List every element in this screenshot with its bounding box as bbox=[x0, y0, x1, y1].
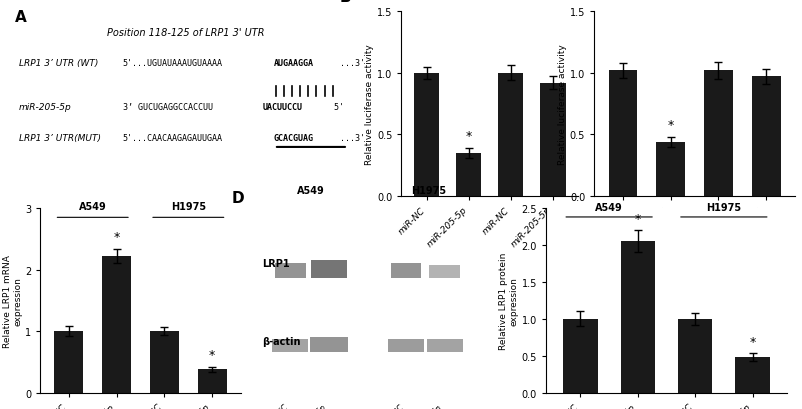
Bar bbox=[703, 71, 732, 196]
Text: A: A bbox=[15, 10, 27, 25]
Y-axis label: Relative luciferase activity: Relative luciferase activity bbox=[557, 44, 566, 164]
Bar bbox=[310, 260, 346, 279]
Bar bbox=[540, 83, 565, 196]
Text: H1975: H1975 bbox=[706, 202, 740, 212]
Bar bbox=[426, 339, 462, 352]
Text: anti-miR-NC: anti-miR-NC bbox=[251, 402, 290, 409]
Text: A549: A549 bbox=[594, 202, 622, 212]
Text: anti-miR-205-5p: anti-miR-205-5p bbox=[278, 402, 329, 409]
Text: D: D bbox=[231, 190, 244, 205]
Text: 5'...CAACAAGAGAUUGAA: 5'...CAACAAGAGAUUGAA bbox=[123, 134, 222, 143]
Y-axis label: Relative luciferase activity: Relative luciferase activity bbox=[365, 44, 374, 164]
Text: LRP1 3’ UTR(MUT): LRP1 3’ UTR(MUT) bbox=[19, 134, 101, 143]
Y-axis label: Relative LRP1 protein
expression: Relative LRP1 protein expression bbox=[499, 252, 518, 349]
Bar bbox=[620, 242, 654, 393]
Bar bbox=[150, 331, 179, 393]
Bar bbox=[390, 264, 421, 279]
Text: LRP1: LRP1 bbox=[261, 259, 290, 269]
Text: H1975: H1975 bbox=[171, 202, 205, 212]
Text: LRP1 3’ UTR (WT): LRP1 3’ UTR (WT) bbox=[19, 59, 99, 68]
Text: 3’ GUCUGAGGCCACCUU: 3’ GUCUGAGGCCACCUU bbox=[123, 102, 213, 111]
Bar bbox=[655, 142, 684, 196]
Text: ...3': ...3' bbox=[340, 134, 365, 143]
Text: UACUUCCU: UACUUCCU bbox=[262, 102, 302, 111]
Bar bbox=[274, 264, 306, 279]
Text: *: * bbox=[113, 231, 119, 243]
Text: 5'...UGUAUAAAUGUAAAA: 5'...UGUAUAAAUGUAAAA bbox=[123, 59, 222, 68]
Bar bbox=[428, 266, 460, 279]
Text: *: * bbox=[666, 119, 673, 132]
Bar bbox=[387, 339, 423, 352]
Text: H1975: H1975 bbox=[411, 186, 446, 196]
Text: miR-NC: miR-NC bbox=[379, 402, 406, 409]
Bar bbox=[735, 357, 769, 393]
Bar bbox=[310, 337, 348, 352]
Bar bbox=[751, 77, 780, 196]
Bar bbox=[55, 331, 83, 393]
Text: *: * bbox=[209, 348, 215, 362]
Text: A549: A549 bbox=[79, 202, 107, 212]
Bar bbox=[272, 339, 308, 352]
Bar bbox=[414, 74, 439, 196]
Bar bbox=[608, 71, 637, 196]
Bar bbox=[562, 319, 597, 393]
Bar bbox=[102, 256, 131, 393]
Text: β-actin: β-actin bbox=[261, 336, 300, 346]
Bar bbox=[497, 74, 523, 196]
Text: *: * bbox=[748, 335, 755, 348]
Text: ...3': ...3' bbox=[340, 59, 365, 68]
Text: B: B bbox=[339, 0, 350, 5]
Text: *: * bbox=[634, 212, 640, 225]
Text: *: * bbox=[465, 130, 472, 143]
Text: AUGAAGGA: AUGAAGGA bbox=[273, 59, 314, 68]
Text: GCACGUAG: GCACGUAG bbox=[273, 134, 314, 143]
Bar bbox=[456, 153, 481, 196]
Bar bbox=[677, 319, 711, 393]
Text: miR-205-5p: miR-205-5p bbox=[406, 402, 444, 409]
Text: A549: A549 bbox=[297, 186, 324, 196]
Y-axis label: Relative LRP1 mRNA
expression: Relative LRP1 mRNA expression bbox=[2, 254, 22, 347]
Text: 5': 5' bbox=[329, 102, 344, 111]
Bar bbox=[197, 369, 226, 393]
Text: miR-205-5p: miR-205-5p bbox=[19, 102, 71, 111]
Text: Position 118-125 of LRP1 3' UTR: Position 118-125 of LRP1 3' UTR bbox=[107, 28, 264, 38]
